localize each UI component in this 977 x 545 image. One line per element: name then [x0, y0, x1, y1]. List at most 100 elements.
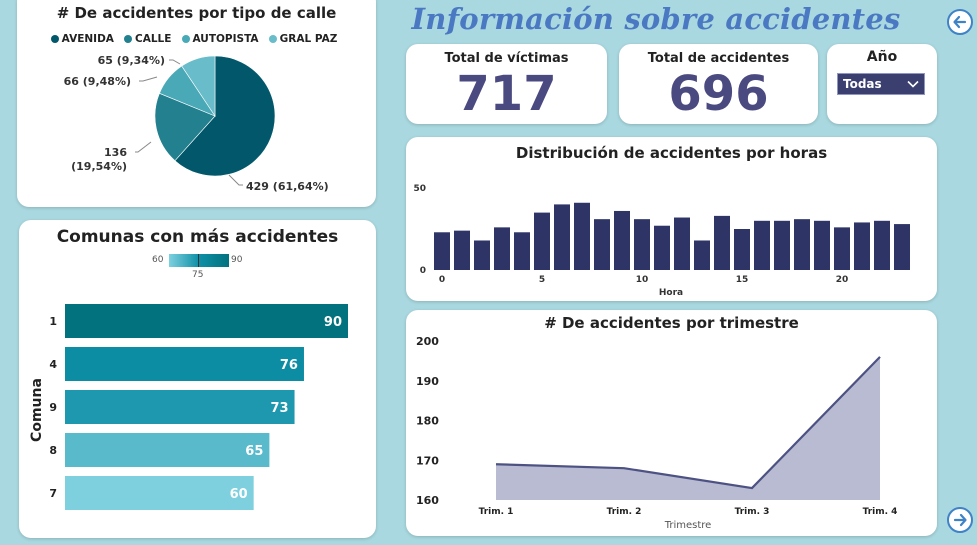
pie-legend: AVENIDA CALLE AUTOPISTA GRAL PAZ — [17, 28, 376, 47]
hour-bar[interactable] — [554, 204, 570, 270]
hour-bar[interactable] — [694, 240, 710, 270]
legend-dot-icon — [50, 35, 59, 43]
hour-bar[interactable] — [674, 217, 690, 270]
hour-bar[interactable] — [574, 202, 590, 270]
legend-dot-icon — [268, 35, 277, 43]
hour-bar[interactable] — [714, 215, 730, 270]
legend-label: GRAL PAZ — [279, 33, 338, 45]
hour-bar[interactable] — [534, 212, 550, 270]
pie-chart: 429 (61,64%) 136 (19,54%) 66 (9,48%) 65 … — [64, 54, 329, 193]
legend-dot-icon — [181, 35, 190, 43]
kpi-victims-value: 717 — [456, 66, 557, 122]
scale-max: 90 — [231, 255, 243, 265]
hour-bar[interactable] — [654, 225, 670, 270]
quarter-series-line[interactable] — [495, 356, 881, 490]
comuna-bar[interactable] — [65, 433, 270, 467]
color-scale-bar — [169, 254, 229, 267]
legend-item-avenida[interactable]: AVENIDA — [50, 33, 114, 45]
pie-label-gral-paz: 65 (9,34%) — [98, 54, 165, 67]
legend-item-calle[interactable]: CALLE — [124, 33, 171, 45]
chevron-down-icon — [907, 80, 919, 88]
hour-bar[interactable] — [594, 219, 610, 270]
legend-item-gral-paz[interactable]: GRAL PAZ — [268, 33, 338, 45]
hour-bar[interactable] — [454, 230, 470, 270]
hour-bar[interactable] — [894, 224, 910, 270]
quarter-y-tick: 170 — [416, 454, 439, 467]
hour-bar[interactable] — [854, 222, 870, 270]
quarter-area-fill — [496, 356, 880, 500]
comuna-bar-value: 65 — [245, 444, 263, 459]
hours-x-tick: 10 — [636, 275, 649, 285]
comuna-bar-value: 73 — [270, 401, 288, 416]
hours-x-axis-label: Hora — [659, 288, 683, 298]
kpi-card-victims: Total de víctimas 717 — [406, 44, 607, 124]
kpi-accidents-label: Total de accidentes — [647, 51, 790, 66]
pie-label-autopista: 66 (9,48%) — [64, 75, 131, 88]
comunas-bar-chart: 90 1 76 4 73 9 65 8 60 7 — [49, 304, 348, 510]
year-dropdown-value: Todas — [843, 77, 882, 91]
hours-chart-card: Distribución de accidentes por horas Hor… — [406, 137, 937, 301]
hour-bar[interactable] — [494, 227, 510, 270]
quarter-area-chart: Trimestre 160 170 180 190 200 Trim. 1 Trim. 2 T… — [416, 335, 897, 531]
hour-bar[interactable] — [634, 219, 650, 270]
hours-x-tick: 5 — [539, 275, 545, 285]
hours-bar-chart: Hora 0 50 0 5 10 15 20 — [413, 184, 910, 298]
hours-x-tick: 0 — [439, 275, 445, 285]
comuna-bar[interactable] — [65, 304, 348, 338]
hour-bar[interactable] — [734, 229, 750, 270]
kpi-accidents-value: 696 — [668, 66, 769, 122]
quarter-x-tick: Trim. 1 — [479, 507, 514, 517]
quarter-x-axis-label: Trimestre — [664, 520, 712, 531]
hour-bar[interactable] — [434, 232, 450, 270]
quarter-chart-card: # De accidentes por trimestre Trimestre … — [406, 310, 937, 536]
quarter-chart-title: # De accidentes por trimestre — [544, 314, 799, 332]
kpi-card-accidents: Total de accidentes 696 — [619, 44, 818, 124]
comuna-bar-value: 76 — [280, 358, 298, 373]
pie-chart-card: # De accidentes por tipo de calle AVENID… — [17, 0, 376, 207]
hour-bar[interactable] — [834, 227, 850, 270]
year-filter-card: Año Todas — [827, 44, 937, 124]
hour-bar[interactable] — [514, 232, 530, 270]
hours-chart-title: Distribución de accidentes por horas — [515, 144, 828, 162]
hour-bar[interactable] — [874, 220, 890, 270]
page-title: Información sobre accidentes — [411, 2, 901, 36]
hour-bar[interactable] — [754, 220, 770, 270]
hour-bar[interactable] — [794, 219, 810, 270]
comuna-bar-value: 60 — [230, 487, 248, 502]
quarter-y-tick: 160 — [416, 494, 439, 507]
pie-slice-gral-paz[interactable] — [181, 55, 216, 117]
pie-label-calle-count: 136 — [104, 146, 127, 159]
pie-label-calle-pct: (19,54%) — [71, 160, 127, 173]
comuna-bar[interactable] — [65, 347, 304, 381]
hours-y-tick: 50 — [413, 184, 426, 194]
comuna-bar[interactable] — [65, 476, 254, 510]
comuna-category-label: 1 — [49, 315, 57, 328]
legend-item-autopista[interactable]: AUTOPISTA — [181, 33, 259, 45]
quarter-x-tick: Trim. 2 — [607, 507, 642, 517]
legend-label: AUTOPISTA — [192, 33, 259, 45]
hour-bar[interactable] — [774, 220, 790, 270]
scale-min: 60 — [152, 255, 164, 265]
forward-arrow-icon[interactable] — [947, 507, 973, 533]
hour-bar[interactable] — [614, 210, 630, 270]
comuna-bar[interactable] — [65, 390, 295, 424]
comuna-category-label: 7 — [49, 487, 57, 500]
year-dropdown[interactable]: Todas — [837, 73, 925, 95]
hour-bar[interactable] — [474, 240, 490, 270]
hours-x-tick: 20 — [836, 275, 849, 285]
kpi-victims-label: Total de víctimas — [444, 51, 569, 66]
legend-label: AVENIDA — [61, 33, 114, 45]
quarter-y-tick: 200 — [416, 335, 439, 348]
hour-bar[interactable] — [814, 220, 830, 270]
scale-mid: 75 — [192, 270, 204, 280]
comuna-bar-value: 90 — [324, 315, 342, 330]
hours-y-tick: 0 — [420, 266, 426, 276]
quarter-x-tick: Trim. 3 — [735, 507, 770, 517]
comuna-category-label: 4 — [49, 358, 57, 371]
comunas-chart-title: Comunas con más accidentes — [56, 227, 339, 247]
comunas-chart-card: Comunas con más accidentes 60 90 75 Comu… — [19, 220, 376, 538]
quarter-y-tick: 180 — [416, 415, 439, 428]
comuna-category-label: 9 — [49, 401, 57, 414]
pie-slice-avenida[interactable] — [174, 55, 276, 177]
back-arrow-icon[interactable] — [947, 9, 973, 35]
